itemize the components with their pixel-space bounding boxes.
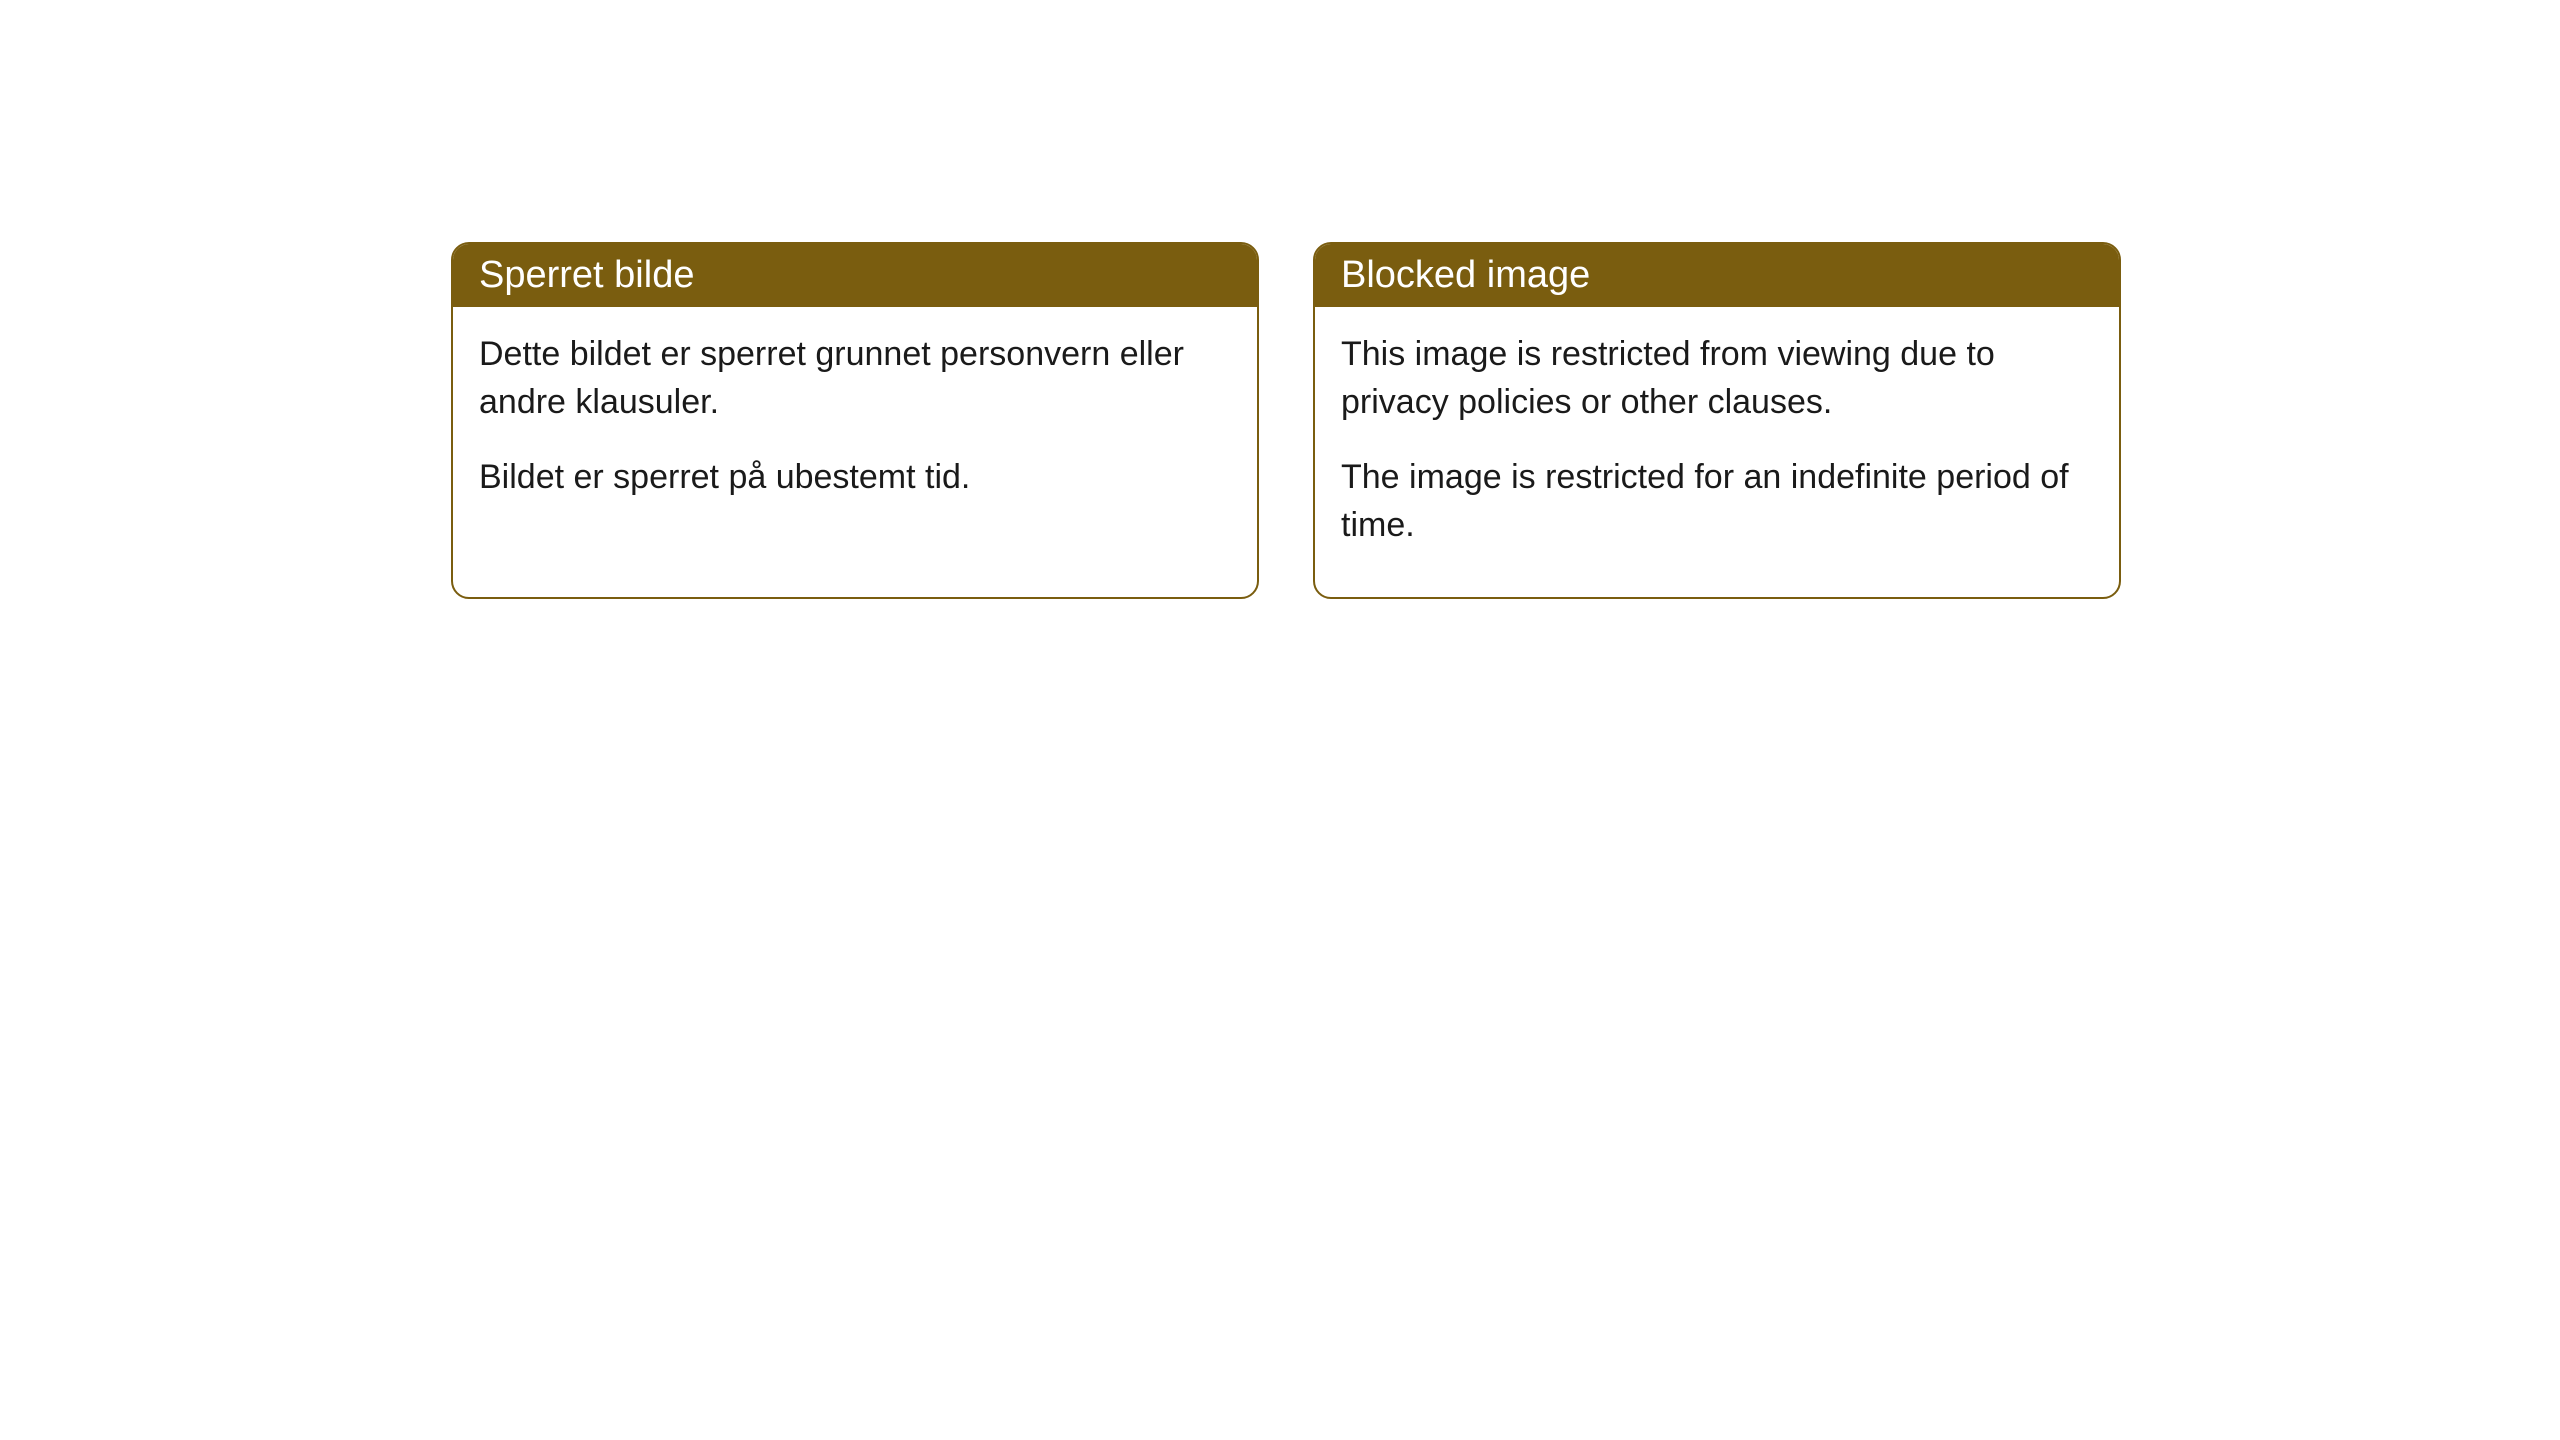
card-title: Sperret bilde: [479, 254, 694, 296]
card-paragraph: The image is restricted for an indefinit…: [1341, 454, 2093, 549]
card-header: Blocked image: [1315, 244, 2119, 307]
notice-card-norwegian: Sperret bilde Dette bildet er sperret gr…: [451, 242, 1259, 599]
card-body: Dette bildet er sperret grunnet personve…: [453, 307, 1257, 550]
card-body: This image is restricted from viewing du…: [1315, 307, 2119, 597]
card-paragraph: This image is restricted from viewing du…: [1341, 331, 2093, 426]
card-header: Sperret bilde: [453, 244, 1257, 307]
card-title: Blocked image: [1341, 254, 1590, 296]
notice-cards-container: Sperret bilde Dette bildet er sperret gr…: [451, 242, 2121, 599]
card-paragraph: Dette bildet er sperret grunnet personve…: [479, 331, 1231, 426]
notice-card-english: Blocked image This image is restricted f…: [1313, 242, 2121, 599]
card-paragraph: Bildet er sperret på ubestemt tid.: [479, 454, 1231, 502]
